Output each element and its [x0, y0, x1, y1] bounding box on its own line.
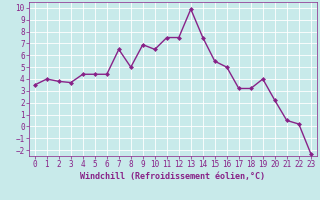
X-axis label: Windchill (Refroidissement éolien,°C): Windchill (Refroidissement éolien,°C) [80, 172, 265, 181]
